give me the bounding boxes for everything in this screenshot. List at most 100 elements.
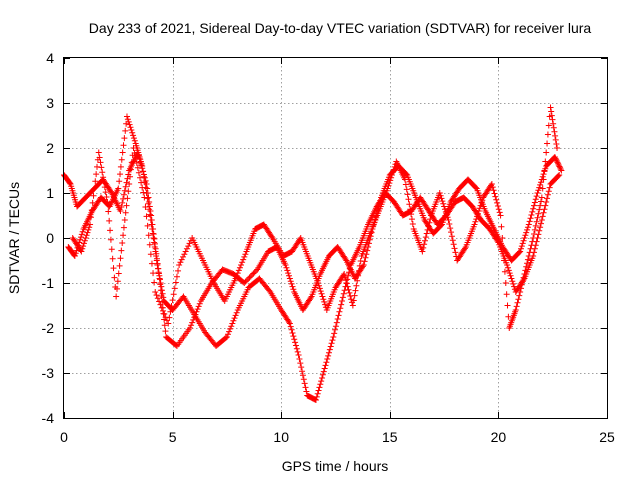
data-point	[315, 387, 322, 394]
data-point	[125, 118, 132, 125]
data-point	[89, 199, 96, 206]
data-point	[496, 209, 503, 216]
data-point	[353, 282, 360, 289]
data-point	[315, 280, 322, 286]
data-point	[497, 212, 504, 219]
data-point	[105, 208, 112, 215]
data-point	[125, 188, 132, 195]
data-point	[346, 289, 353, 296]
data-point	[181, 251, 188, 258]
data-point	[538, 217, 545, 223]
data-point	[553, 140, 560, 147]
data-point	[77, 236, 84, 243]
data-point	[502, 280, 509, 286]
data-point	[126, 121, 133, 128]
data-point	[461, 245, 468, 252]
data-point	[345, 269, 352, 276]
data-point	[445, 217, 452, 223]
data-point	[528, 212, 535, 219]
y-tick-label: 4	[46, 50, 54, 66]
data-point	[66, 180, 73, 187]
data-point	[548, 108, 555, 115]
data-point	[86, 224, 93, 231]
data-point	[157, 280, 164, 286]
data-point	[156, 298, 163, 305]
data-point	[551, 154, 558, 160]
data-point	[286, 320, 293, 327]
data-point	[79, 228, 86, 235]
data-point	[553, 158, 560, 165]
data-point	[540, 176, 547, 183]
data-point	[539, 213, 546, 220]
data-point	[525, 253, 532, 259]
data-point	[452, 249, 459, 256]
data-point	[247, 273, 254, 280]
data-point	[541, 167, 548, 174]
data-point	[104, 199, 111, 205]
data-point	[509, 278, 516, 285]
x-tick-label: 15	[382, 429, 398, 445]
data-point	[552, 155, 559, 162]
data-point	[342, 256, 349, 263]
data-point	[553, 156, 560, 163]
data-point	[422, 234, 429, 241]
data-point	[552, 132, 559, 139]
data-point	[472, 184, 479, 191]
data-point	[140, 173, 147, 180]
data-point	[546, 184, 553, 191]
data-point	[227, 325, 234, 332]
data-point	[234, 270, 241, 277]
data-point	[123, 113, 130, 120]
data-point	[517, 245, 524, 252]
data-point	[515, 296, 522, 303]
data-point	[409, 221, 416, 228]
data-point	[336, 308, 343, 315]
data-point	[554, 145, 561, 151]
data-point	[127, 166, 134, 173]
data-point	[557, 166, 564, 173]
data-point	[493, 196, 500, 203]
data-point	[333, 319, 340, 326]
x-tick-labels: 0 5 10 15 20 25	[60, 429, 615, 445]
data-point	[474, 210, 481, 217]
data-point	[266, 287, 273, 294]
data-point	[342, 274, 349, 281]
data-point	[245, 275, 252, 282]
data-point	[238, 262, 245, 268]
x-tick-label: 25	[599, 429, 615, 445]
data-point	[224, 331, 231, 338]
data-point	[387, 177, 394, 184]
data-point	[527, 245, 534, 252]
data-point	[495, 206, 502, 213]
data-point	[360, 262, 367, 268]
data-point	[240, 256, 247, 263]
data-point	[407, 206, 414, 213]
data-point	[384, 185, 391, 192]
data-point	[505, 267, 512, 274]
data-point	[117, 208, 124, 214]
data-point	[116, 178, 123, 185]
data-point	[425, 223, 432, 230]
data-point	[169, 297, 176, 304]
data-point	[148, 260, 155, 267]
data-point	[90, 192, 97, 199]
data-point	[143, 213, 150, 220]
data-point	[268, 233, 275, 240]
data-point	[550, 124, 557, 131]
data-point	[503, 291, 510, 298]
data-point	[283, 264, 290, 271]
data-point	[530, 205, 537, 212]
data-point	[242, 251, 249, 258]
plot-frame	[63, 57, 608, 419]
data-point	[159, 290, 166, 297]
data-point	[408, 211, 415, 218]
data-point	[471, 221, 478, 228]
data-point	[100, 179, 107, 186]
series-trace-a	[61, 149, 565, 349]
data-point	[313, 393, 320, 400]
data-point	[501, 268, 508, 275]
data-point	[544, 140, 551, 147]
data-point	[404, 191, 411, 198]
data-point	[182, 248, 189, 255]
